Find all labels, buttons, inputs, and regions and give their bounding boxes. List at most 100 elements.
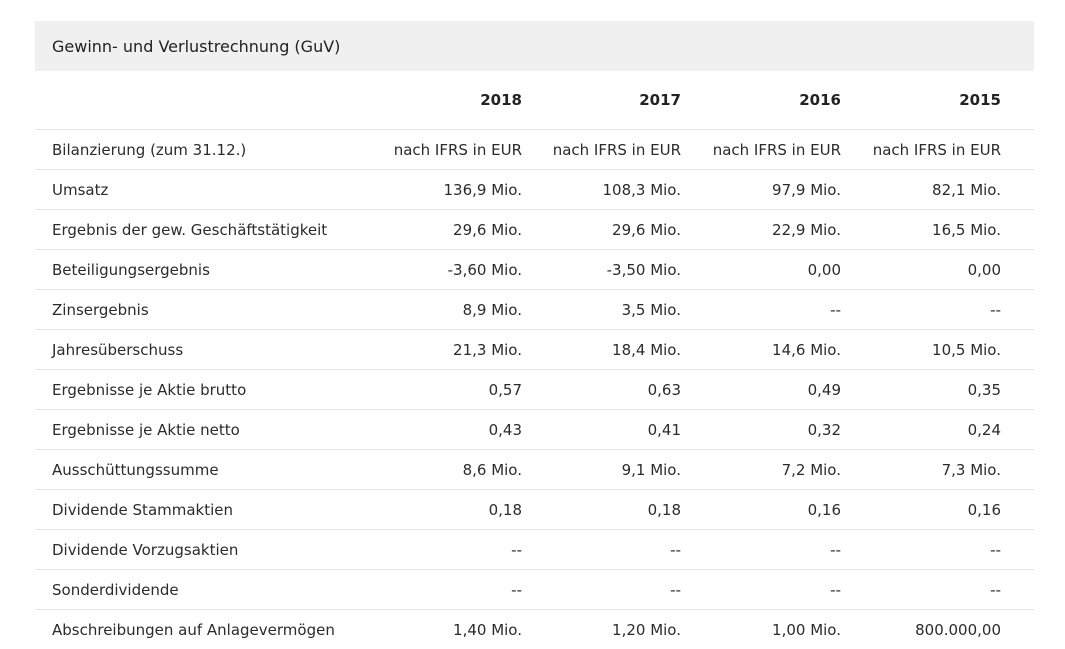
table-row: Bilanzierung (zum 31.12.)nach IFRS in EU… [35,130,1034,170]
value-cell-2015: -- [841,290,1001,330]
row-pad-cell [1001,290,1034,330]
row-label: Umsatz [35,170,365,210]
value-cell-2015: 0,16 [841,490,1001,530]
row-pad-cell [1001,210,1034,250]
value-cell-2018: 8,6 Mio. [365,450,522,490]
income-statement-panel: Gewinn- und Verlustrechnung (GuV) 2018 2… [35,21,1034,649]
value-cell-2016: -- [681,530,841,570]
row-pad-cell [1001,450,1034,490]
row-label: Zinsergebnis [35,290,365,330]
value-cell-2018: -3,60 Mio. [365,250,522,290]
table-header: 2018 2017 2016 2015 [35,71,1034,130]
value-cell-2015: 16,5 Mio. [841,210,1001,250]
value-cell-2016: 97,9 Mio. [681,170,841,210]
table-body: Bilanzierung (zum 31.12.)nach IFRS in EU… [35,130,1034,649]
value-cell-2018: 0,43 [365,410,522,450]
value-cell-2016: 0,49 [681,370,841,410]
row-label: Bilanzierung (zum 31.12.) [35,130,365,170]
value-cell-2017: -- [522,570,681,610]
value-cell-2015: 10,5 Mio. [841,330,1001,370]
table-row: Beteiligungsergebnis-3,60 Mio.-3,50 Mio.… [35,250,1034,290]
value-cell-2018: 21,3 Mio. [365,330,522,370]
value-cell-2016: 0,16 [681,490,841,530]
row-pad-cell [1001,370,1034,410]
year-header-2015: 2015 [841,71,1001,130]
row-pad-cell [1001,490,1034,530]
header-pad-cell [1001,71,1034,130]
value-cell-2015: -- [841,530,1001,570]
row-label: Sonderdividende [35,570,365,610]
value-cell-2018: 1,40 Mio. [365,610,522,649]
value-cell-2016: 0,00 [681,250,841,290]
value-cell-2017: 0,63 [522,370,681,410]
year-header-2018: 2018 [365,71,522,130]
value-cell-2016: 1,00 Mio. [681,610,841,649]
value-cell-2016: 7,2 Mio. [681,450,841,490]
value-cell-2016: 22,9 Mio. [681,210,841,250]
value-cell-2017: 29,6 Mio. [522,210,681,250]
value-cell-2015: 82,1 Mio. [841,170,1001,210]
value-cell-2017: 0,41 [522,410,681,450]
row-label: Beteiligungsergebnis [35,250,365,290]
year-header-2017: 2017 [522,71,681,130]
table-row: Sonderdividende-------- [35,570,1034,610]
value-cell-2016: -- [681,290,841,330]
row-pad-cell [1001,250,1034,290]
value-cell-2017: 18,4 Mio. [522,330,681,370]
year-header-row: 2018 2017 2016 2015 [35,71,1034,130]
row-label: Ergebnisse je Aktie brutto [35,370,365,410]
value-cell-2016: 14,6 Mio. [681,330,841,370]
income-statement-table: 2018 2017 2016 2015 Bilanzierung (zum 31… [35,71,1034,649]
value-cell-2017: nach IFRS in EUR [522,130,681,170]
value-cell-2018: 136,9 Mio. [365,170,522,210]
header-label-cell [35,71,365,130]
value-cell-2017: 9,1 Mio. [522,450,681,490]
value-cell-2017: 3,5 Mio. [522,290,681,330]
value-cell-2018: 29,6 Mio. [365,210,522,250]
row-label: Dividende Vorzugsaktien [35,530,365,570]
value-cell-2015: 0,35 [841,370,1001,410]
value-cell-2018: nach IFRS in EUR [365,130,522,170]
value-cell-2017: 1,20 Mio. [522,610,681,649]
value-cell-2018: 8,9 Mio. [365,290,522,330]
value-cell-2016: nach IFRS in EUR [681,130,841,170]
value-cell-2018: 0,18 [365,490,522,530]
row-label: Dividende Stammaktien [35,490,365,530]
row-pad-cell [1001,330,1034,370]
year-header-2016: 2016 [681,71,841,130]
row-pad-cell [1001,130,1034,170]
value-cell-2017: -3,50 Mio. [522,250,681,290]
value-cell-2017: 108,3 Mio. [522,170,681,210]
row-label: Ergebnis der gew. Geschäftstätigkeit [35,210,365,250]
value-cell-2018: -- [365,530,522,570]
section-header: Gewinn- und Verlustrechnung (GuV) [35,21,1034,71]
value-cell-2015: nach IFRS in EUR [841,130,1001,170]
value-cell-2015: 7,3 Mio. [841,450,1001,490]
value-cell-2016: -- [681,570,841,610]
row-pad-cell [1001,410,1034,450]
value-cell-2015: 0,00 [841,250,1001,290]
value-cell-2015: 0,24 [841,410,1001,450]
table-row: Dividende Vorzugsaktien-------- [35,530,1034,570]
section-title: Gewinn- und Verlustrechnung (GuV) [52,37,340,56]
value-cell-2016: 0,32 [681,410,841,450]
row-label: Ergebnisse je Aktie netto [35,410,365,450]
row-label: Abschreibungen auf Anlagevermögen [35,610,365,649]
row-label: Ausschüttungssumme [35,450,365,490]
row-pad-cell [1001,610,1034,649]
value-cell-2015: -- [841,570,1001,610]
value-cell-2018: -- [365,570,522,610]
row-pad-cell [1001,570,1034,610]
row-pad-cell [1001,170,1034,210]
value-cell-2017: -- [522,530,681,570]
value-cell-2018: 0,57 [365,370,522,410]
